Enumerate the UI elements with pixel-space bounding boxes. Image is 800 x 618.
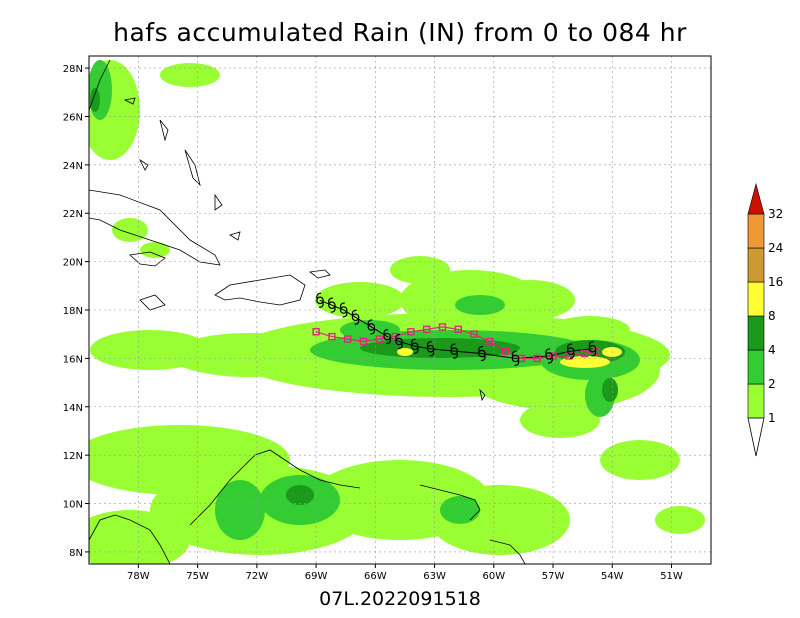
lat-tick-label: 14N bbox=[63, 403, 83, 414]
map-title: hafs accumulated Rain (IN) from 0 to 084… bbox=[113, 18, 687, 47]
lat-tick-label: 22N bbox=[63, 209, 83, 220]
legend-top-triangle bbox=[747, 182, 765, 215]
lon-tick-label: 66W bbox=[364, 571, 387, 582]
magenta-track-marker bbox=[470, 330, 478, 338]
lon-tick-label: 57W bbox=[542, 571, 565, 582]
map-axes: 78W 75W 72W 69W 66W 63W 60W 57W 54W 51W 28N 26N 24N 2… bbox=[63, 64, 683, 582]
lon-tick-label: 78W bbox=[127, 571, 150, 582]
lat-tick-label: 8N bbox=[69, 548, 83, 559]
hurricane-symbol-icon bbox=[367, 319, 376, 335]
hurricane-symbol-icon bbox=[395, 333, 403, 350]
legend-level-label: 16 bbox=[768, 275, 783, 289]
hurricane-symbol-icon bbox=[328, 297, 336, 313]
legend-swatch bbox=[747, 315, 765, 351]
lat-tick-label: 12N bbox=[63, 451, 83, 462]
magenta-track-marker bbox=[454, 325, 462, 334]
lat-tick-label: 28N bbox=[63, 64, 83, 75]
magenta-track-marker bbox=[533, 354, 541, 363]
grid-lines bbox=[89, 56, 711, 564]
magenta-track-marker bbox=[312, 328, 320, 336]
hurricane-symbol-icon bbox=[588, 341, 597, 357]
hurricane-symbol-icon bbox=[339, 302, 348, 318]
magenta-track-marker bbox=[391, 332, 399, 341]
rain-band-1in bbox=[89, 60, 705, 564]
legend-level-label: 1 bbox=[768, 411, 776, 425]
storm-track bbox=[312, 292, 601, 366]
storm-id-label: 07L.2022091518 bbox=[319, 588, 481, 610]
lat-tick-label: 10N bbox=[63, 500, 83, 511]
lat-tick-label: 26N bbox=[63, 112, 83, 123]
track-line bbox=[319, 299, 593, 359]
magenta-track-marker bbox=[328, 332, 336, 341]
hurricane-symbol-icon bbox=[567, 343, 575, 359]
magenta-track-marker bbox=[565, 352, 573, 360]
lat-tick-label: 18N bbox=[63, 306, 83, 317]
legend-bottom-tail bbox=[747, 417, 765, 457]
legend-swatch bbox=[747, 383, 765, 419]
legend-swatch bbox=[747, 281, 765, 317]
lat-tick-label: 20N bbox=[63, 258, 83, 269]
magenta-track-marker bbox=[343, 335, 352, 343]
lat-tick-label: 16N bbox=[63, 354, 83, 365]
coastlines bbox=[89, 59, 526, 564]
legend-swatch bbox=[747, 349, 765, 385]
magenta-track-marker bbox=[375, 335, 383, 343]
magenta-track-marker bbox=[549, 352, 557, 360]
legend-level-label: 24 bbox=[768, 241, 783, 255]
hurricane-symbol-icon bbox=[383, 329, 391, 345]
hurricane-symbol-icon bbox=[426, 341, 435, 357]
magenta-track-marker bbox=[407, 328, 415, 336]
magenta-track-marker bbox=[486, 337, 494, 346]
lat-tick-label: 24N bbox=[63, 161, 83, 172]
lon-tick-label: 60W bbox=[482, 571, 505, 582]
lon-tick-label: 54W bbox=[601, 571, 624, 582]
lon-tick-label: 69W bbox=[305, 571, 328, 582]
legend-swatch bbox=[747, 247, 765, 283]
hurricane-symbol-icon bbox=[545, 348, 553, 364]
lon-tick-label: 75W bbox=[186, 571, 209, 582]
hurricane-symbol-icon bbox=[511, 350, 520, 366]
legend-level-label: 32 bbox=[768, 207, 783, 221]
hurricane-symbol-icon bbox=[478, 345, 486, 362]
lon-tick-label: 51W bbox=[660, 571, 683, 582]
magenta-track-line bbox=[315, 326, 597, 359]
magenta-track-marker bbox=[438, 323, 447, 331]
magenta-track-marker bbox=[580, 349, 589, 358]
hurricane-symbol-icon bbox=[351, 309, 360, 325]
hurricane-symbol-icon bbox=[316, 292, 324, 308]
lon-tick-label: 72W bbox=[246, 571, 269, 582]
legend-level-label: 8 bbox=[768, 309, 776, 323]
lon-tick-label: 63W bbox=[423, 571, 446, 582]
legend-level-label: 2 bbox=[768, 377, 776, 391]
magenta-track-marker bbox=[501, 347, 510, 355]
hurricane-symbol-icon bbox=[450, 343, 459, 359]
magenta-track-marker bbox=[592, 347, 601, 355]
legend-swatch bbox=[747, 213, 765, 249]
magenta-track-marker bbox=[359, 337, 368, 346]
magenta-track-marker bbox=[422, 325, 431, 334]
legend-level-label: 4 bbox=[768, 343, 776, 357]
hurricane-symbol-icon bbox=[411, 338, 419, 354]
